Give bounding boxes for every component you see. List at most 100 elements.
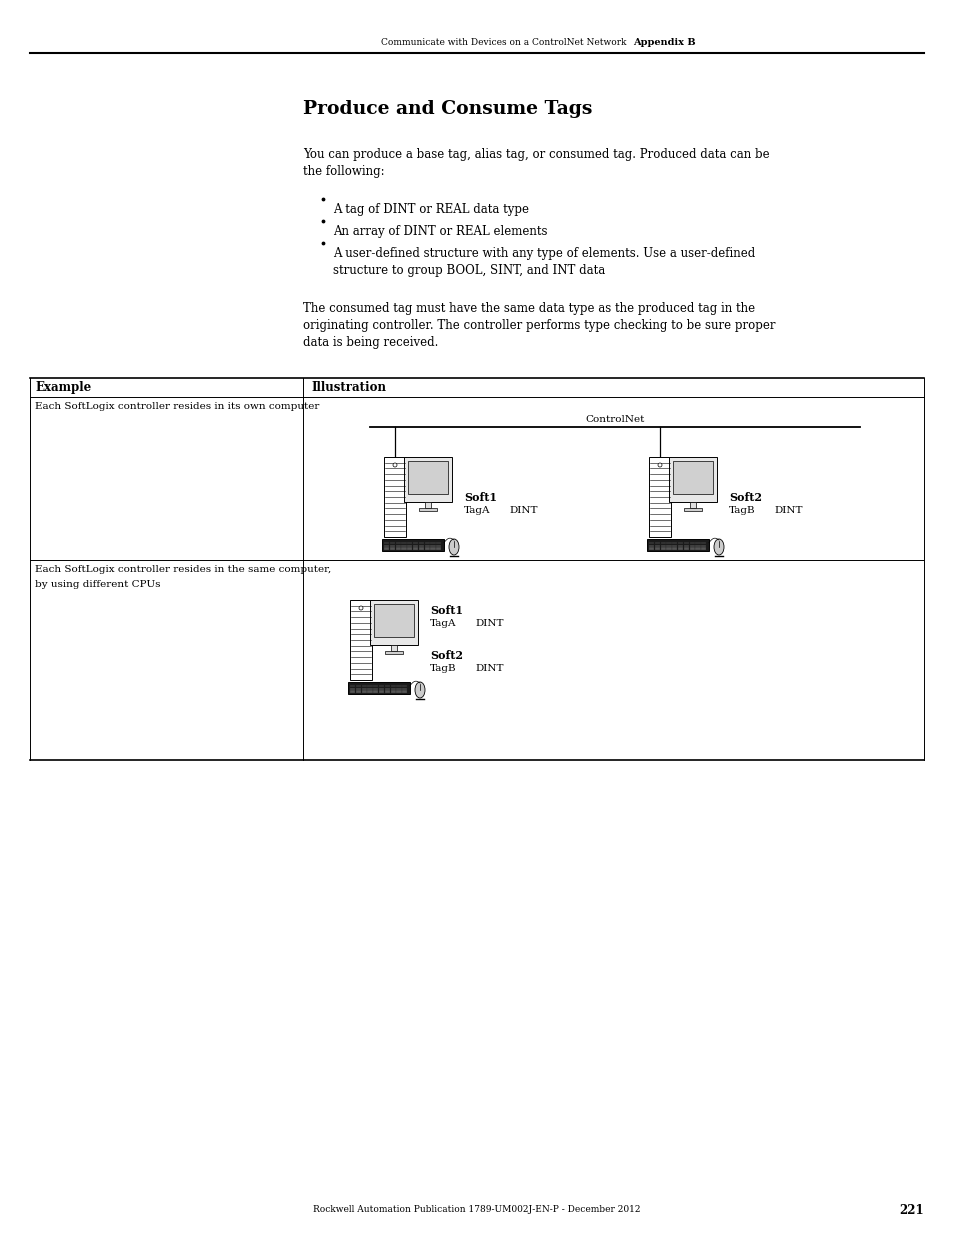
Bar xyxy=(384,457,406,537)
Bar xyxy=(659,547,665,550)
Text: 221: 221 xyxy=(898,1203,923,1216)
Bar xyxy=(395,547,400,550)
Bar xyxy=(672,541,677,543)
Bar xyxy=(361,690,367,693)
Bar xyxy=(390,684,395,687)
Bar xyxy=(378,690,384,693)
Bar xyxy=(395,545,400,547)
Bar xyxy=(401,545,406,547)
Bar xyxy=(384,684,390,687)
Bar xyxy=(418,545,424,547)
Circle shape xyxy=(358,606,363,610)
Bar xyxy=(436,545,441,547)
Text: A user-defined structure with any type of elements. Use a user-defined
structure: A user-defined structure with any type o… xyxy=(333,247,755,277)
Bar xyxy=(390,690,395,693)
Bar xyxy=(395,541,400,543)
Bar xyxy=(424,501,431,508)
Text: Rockwell Automation Publication 1789-UM002J-EN-P - December 2012: Rockwell Automation Publication 1789-UM0… xyxy=(313,1205,640,1214)
Bar xyxy=(672,547,677,550)
Text: DINT: DINT xyxy=(509,506,537,515)
Ellipse shape xyxy=(713,538,723,555)
Bar xyxy=(350,684,355,687)
Bar xyxy=(424,541,430,543)
Bar xyxy=(672,545,677,547)
Text: The consumed tag must have the same data type as the produced tag in the
origina: The consumed tag must have the same data… xyxy=(303,303,775,350)
Text: You can produce a base tag, alias tag, or consumed tag. Produced data can be
the: You can produce a base tag, alias tag, o… xyxy=(303,148,769,178)
Bar xyxy=(348,682,410,694)
Bar xyxy=(683,547,688,550)
Bar xyxy=(355,688,361,689)
Bar xyxy=(700,547,706,550)
Text: Communicate with Devices on a ControlNet Network: Communicate with Devices on a ControlNet… xyxy=(381,38,626,47)
Bar xyxy=(367,684,373,687)
Bar xyxy=(646,538,708,551)
Bar xyxy=(384,688,390,689)
Bar xyxy=(391,645,396,651)
Bar xyxy=(390,541,395,543)
Bar xyxy=(700,541,706,543)
Bar xyxy=(418,541,424,543)
Bar xyxy=(384,547,389,550)
Bar xyxy=(384,690,390,693)
Bar xyxy=(401,547,406,550)
Text: Soft2: Soft2 xyxy=(430,650,462,661)
Text: Illustration: Illustration xyxy=(311,382,386,394)
Bar xyxy=(413,545,417,547)
Bar xyxy=(407,545,412,547)
Bar xyxy=(659,541,665,543)
Text: TagA: TagA xyxy=(430,619,456,629)
Text: DINT: DINT xyxy=(475,664,503,673)
Bar xyxy=(648,547,654,550)
Bar xyxy=(361,688,367,689)
Bar xyxy=(361,684,367,687)
Text: Soft2: Soft2 xyxy=(728,492,761,503)
Bar xyxy=(396,688,401,689)
Bar xyxy=(350,600,372,680)
Text: A tag of DINT or REAL data type: A tag of DINT or REAL data type xyxy=(333,203,529,216)
Bar xyxy=(436,547,441,550)
Bar xyxy=(695,547,700,550)
Bar xyxy=(384,545,389,547)
Bar xyxy=(666,547,671,550)
Bar xyxy=(403,457,452,501)
Bar xyxy=(378,684,384,687)
Bar xyxy=(683,541,688,543)
Text: by using different CPUs: by using different CPUs xyxy=(35,580,160,589)
Bar xyxy=(424,547,430,550)
Bar xyxy=(413,547,417,550)
Bar xyxy=(384,541,389,543)
Bar xyxy=(700,545,706,547)
Text: DINT: DINT xyxy=(773,506,801,515)
Text: Produce and Consume Tags: Produce and Consume Tags xyxy=(303,100,592,119)
Bar xyxy=(402,688,407,689)
Bar xyxy=(659,545,665,547)
Text: Soft1: Soft1 xyxy=(463,492,497,503)
Bar xyxy=(390,547,395,550)
Bar xyxy=(430,547,436,550)
Bar xyxy=(408,461,448,494)
Bar xyxy=(430,541,436,543)
Bar xyxy=(683,508,701,511)
Bar xyxy=(367,690,373,693)
Text: Example: Example xyxy=(35,382,91,394)
Text: Each SoftLogix controller resides in its own computer: Each SoftLogix controller resides in its… xyxy=(35,403,319,411)
Bar xyxy=(407,541,412,543)
Text: ControlNet: ControlNet xyxy=(585,415,644,424)
Text: Each SoftLogix controller resides in the same computer,: Each SoftLogix controller resides in the… xyxy=(35,564,331,574)
Bar xyxy=(666,545,671,547)
Bar xyxy=(418,508,436,511)
Bar xyxy=(678,541,682,543)
Bar xyxy=(678,547,682,550)
Text: TagB: TagB xyxy=(430,664,456,673)
Circle shape xyxy=(393,463,396,467)
Bar xyxy=(418,547,424,550)
Text: Appendix B: Appendix B xyxy=(633,38,695,47)
Ellipse shape xyxy=(449,538,458,555)
Text: Soft1: Soft1 xyxy=(430,605,462,616)
Text: TagA: TagA xyxy=(463,506,490,515)
Bar xyxy=(355,684,361,687)
Bar xyxy=(367,688,373,689)
Bar xyxy=(370,600,417,645)
Bar xyxy=(683,545,688,547)
Bar xyxy=(666,541,671,543)
